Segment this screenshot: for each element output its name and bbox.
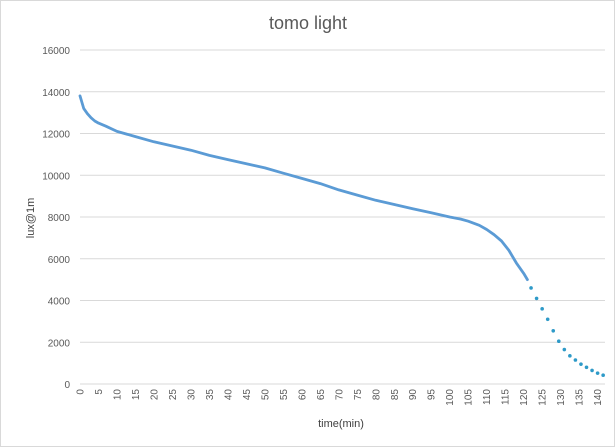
y-tick-label: 16000: [42, 46, 70, 57]
x-axis-ticks: 0 5 10 15 20 25 30 35 40 45 50 55 60 65 70 75 80 85 90 95 10…: [76, 389, 605, 406]
y-tick-label: 10000: [42, 171, 70, 182]
x-tick-label: 70: [334, 389, 345, 401]
series-point: [595, 371, 600, 375]
gridlines: [80, 49, 605, 385]
series-line: [78, 94, 529, 281]
y-tick-label: 2000: [48, 338, 71, 349]
series-point: [556, 339, 561, 344]
x-tick-label: 100: [445, 389, 456, 406]
x-tick-label: 40: [223, 389, 234, 401]
series-point: [534, 296, 539, 301]
series-layer: [78, 94, 605, 378]
x-tick-label: 45: [242, 389, 253, 401]
x-tick-label: 20: [149, 389, 160, 401]
x-tick-label: 110: [482, 389, 493, 405]
y-tick-label: 6000: [48, 255, 71, 266]
x-tick-label: 55: [279, 389, 290, 401]
series-point: [551, 328, 556, 333]
x-tick-label: 75: [353, 389, 364, 401]
x-tick-label: 15: [131, 389, 142, 401]
x-tick-label: 140: [593, 389, 604, 406]
series-point: [601, 373, 605, 378]
y-axis-ticks: 0 2000 4000 6000 8000 10000 12000 14000 16000: [42, 46, 70, 391]
chart-title: tomo light: [269, 13, 347, 33]
x-tick-label: 135: [575, 389, 586, 406]
y-axis-label: lux@1m: [25, 198, 37, 239]
x-tick-label: 10: [112, 389, 123, 401]
series-point: [584, 365, 589, 370]
x-tick-label: 85: [390, 389, 401, 401]
x-tick-label: 60: [297, 389, 308, 401]
series-point: [590, 368, 594, 373]
series-point: [573, 358, 578, 362]
x-axis-label: time(min): [318, 418, 364, 430]
x-tick-label: 90: [408, 389, 419, 401]
x-tick-label: 125: [538, 389, 549, 406]
series-point: [579, 362, 583, 366]
series-point: [568, 354, 572, 358]
x-tick-label: 35: [205, 389, 216, 401]
series-point: [540, 307, 544, 311]
x-tick-label: 65: [316, 389, 327, 401]
y-tick-label: 4000: [48, 297, 71, 308]
x-tick-label: 25: [168, 389, 179, 401]
x-tick-label: 0: [76, 389, 87, 395]
x-tick-label: 115: [501, 389, 512, 405]
y-tick-label: 0: [64, 380, 70, 391]
x-tick-label: 95: [427, 389, 438, 401]
x-tick-label: 50: [260, 389, 271, 401]
y-tick-label: 12000: [42, 130, 70, 141]
x-tick-label: 5: [94, 389, 105, 395]
y-tick-label: 14000: [42, 88, 70, 99]
x-tick-label: 80: [371, 389, 382, 401]
series-point: [529, 286, 533, 290]
x-tick-label: 120: [519, 389, 530, 406]
series-point: [562, 347, 567, 352]
y-tick-label: 8000: [48, 213, 71, 224]
x-tick-label: 105: [464, 389, 475, 406]
series-point: [545, 317, 550, 322]
x-tick-label: 30: [186, 389, 197, 401]
x-tick-label: 130: [556, 389, 567, 406]
